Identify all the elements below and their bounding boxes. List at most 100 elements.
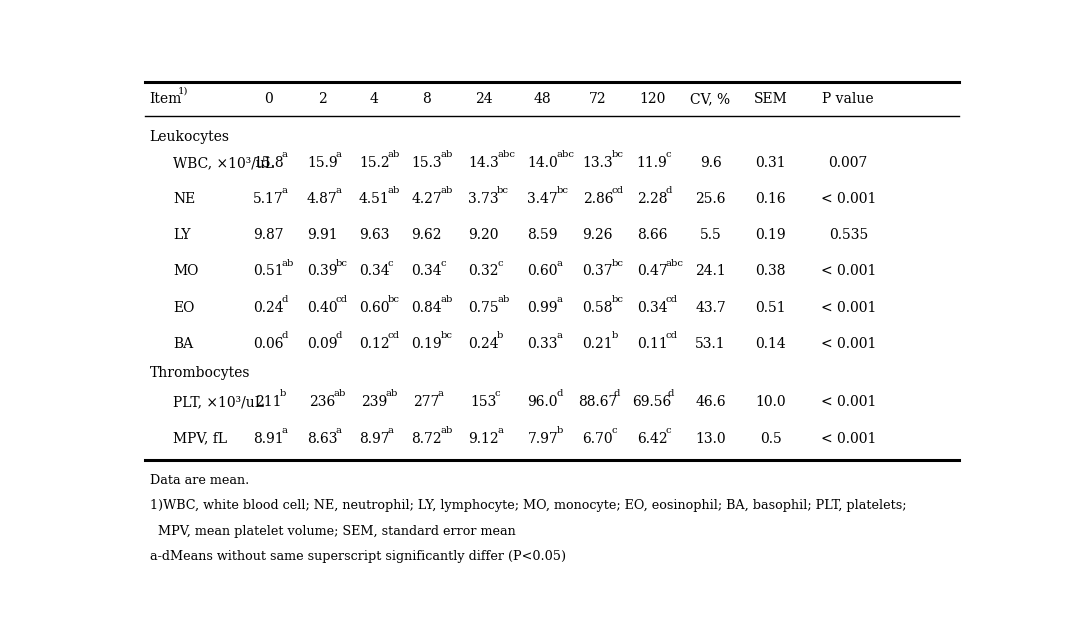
Text: PLT, ×10³/uL: PLT, ×10³/uL (173, 396, 264, 410)
Text: 0.32: 0.32 (468, 264, 499, 279)
Text: abc: abc (498, 150, 515, 159)
Text: ab: ab (440, 426, 452, 435)
Text: 96.0: 96.0 (528, 396, 558, 410)
Text: ab: ab (440, 186, 452, 195)
Text: 46.6: 46.6 (696, 396, 726, 410)
Text: a: a (336, 426, 342, 435)
Text: 9.12: 9.12 (468, 432, 499, 446)
Text: a: a (557, 295, 562, 304)
Text: ab: ab (388, 150, 400, 159)
Text: 14.0: 14.0 (528, 156, 558, 170)
Text: c: c (388, 258, 393, 267)
Text: 2: 2 (318, 92, 326, 106)
Text: 236: 236 (309, 396, 336, 410)
Text: 9.20: 9.20 (468, 228, 499, 242)
Text: 0.535: 0.535 (828, 228, 868, 242)
Text: d: d (668, 389, 674, 399)
Text: 9.63: 9.63 (359, 228, 390, 242)
Text: ab: ab (282, 258, 294, 267)
Text: 153: 153 (471, 396, 496, 410)
Text: NE: NE (173, 192, 195, 206)
Text: 72: 72 (589, 92, 606, 106)
Text: 69.56: 69.56 (632, 396, 672, 410)
Text: c: c (498, 258, 503, 267)
Text: 0.24: 0.24 (253, 301, 283, 315)
Text: 239: 239 (361, 396, 388, 410)
Text: BA: BA (173, 337, 193, 351)
Text: 6.70: 6.70 (583, 432, 613, 446)
Text: LY: LY (173, 228, 191, 242)
Text: 0.14: 0.14 (755, 337, 786, 351)
Text: 8.63: 8.63 (307, 432, 338, 446)
Text: b: b (612, 331, 618, 340)
Text: a: a (282, 150, 288, 159)
Text: 48: 48 (534, 92, 551, 106)
Text: 0.5: 0.5 (759, 432, 782, 446)
Text: 0.19: 0.19 (411, 337, 442, 351)
Text: 15.8: 15.8 (253, 156, 283, 170)
Text: 8: 8 (422, 92, 431, 106)
Text: 1)WBC, white blood cell; NE, neutrophil; LY, lymphocyte; MO, monocyte; EO, eosin: 1)WBC, white blood cell; NE, neutrophil;… (150, 499, 906, 513)
Text: < 0.001: < 0.001 (821, 337, 876, 351)
Text: < 0.001: < 0.001 (821, 301, 876, 315)
Text: 9.62: 9.62 (411, 228, 442, 242)
Text: 88.67: 88.67 (578, 396, 617, 410)
Text: a: a (557, 331, 562, 340)
Text: d: d (282, 295, 288, 304)
Text: 1): 1) (178, 86, 188, 95)
Text: MPV, fL: MPV, fL (173, 432, 227, 446)
Text: 0.84: 0.84 (411, 301, 442, 315)
Text: 6.42: 6.42 (637, 432, 668, 446)
Text: 4.51: 4.51 (359, 192, 390, 206)
Text: a: a (498, 426, 503, 435)
Text: 0.33: 0.33 (528, 337, 558, 351)
Text: d: d (282, 331, 288, 340)
Text: a: a (282, 186, 288, 195)
Text: 9.91: 9.91 (307, 228, 338, 242)
Text: bc: bc (557, 186, 569, 195)
Text: a: a (557, 258, 562, 267)
Text: abc: abc (666, 258, 684, 267)
Text: 0.34: 0.34 (359, 264, 390, 279)
Text: a-dMeans without same superscript significantly differ (P<0.05): a-dMeans without same superscript signif… (150, 550, 565, 563)
Text: 0.12: 0.12 (359, 337, 390, 351)
Text: 3.73: 3.73 (468, 192, 499, 206)
Text: 4.27: 4.27 (411, 192, 443, 206)
Text: cd: cd (388, 331, 400, 340)
Text: a: a (438, 389, 444, 399)
Text: 0.75: 0.75 (468, 301, 499, 315)
Text: 8.97: 8.97 (359, 432, 390, 446)
Text: 9.87: 9.87 (253, 228, 283, 242)
Text: Data are mean.: Data are mean. (150, 474, 249, 487)
Text: EO: EO (173, 301, 194, 315)
Text: 8.91: 8.91 (253, 432, 283, 446)
Text: d: d (557, 389, 562, 399)
Text: b: b (279, 389, 285, 399)
Text: ab: ab (334, 389, 346, 399)
Text: 0.47: 0.47 (637, 264, 668, 279)
Text: 4: 4 (369, 92, 379, 106)
Text: ab: ab (498, 295, 509, 304)
Text: d: d (614, 389, 620, 399)
Text: 0.31: 0.31 (755, 156, 786, 170)
Text: 0.09: 0.09 (307, 337, 338, 351)
Text: 0.34: 0.34 (637, 301, 668, 315)
Text: 5.17: 5.17 (253, 192, 283, 206)
Text: 5.5: 5.5 (700, 228, 722, 242)
Text: 0.99: 0.99 (528, 301, 558, 315)
Text: bc: bc (388, 295, 400, 304)
Text: 3.47: 3.47 (528, 192, 558, 206)
Text: 11.9: 11.9 (637, 156, 668, 170)
Text: Leukocytes: Leukocytes (150, 130, 229, 145)
Text: 0.58: 0.58 (583, 301, 613, 315)
Text: MPV, mean platelet volume; SEM, standard error mean: MPV, mean platelet volume; SEM, standard… (150, 525, 516, 538)
Text: 9.6: 9.6 (700, 156, 722, 170)
Text: a: a (336, 150, 342, 159)
Text: < 0.001: < 0.001 (821, 432, 876, 446)
Text: c: c (612, 426, 617, 435)
Text: bc: bc (612, 295, 624, 304)
Text: 15.3: 15.3 (411, 156, 442, 170)
Text: 0.21: 0.21 (583, 337, 613, 351)
Text: 53.1: 53.1 (696, 337, 726, 351)
Text: bc: bc (440, 331, 452, 340)
